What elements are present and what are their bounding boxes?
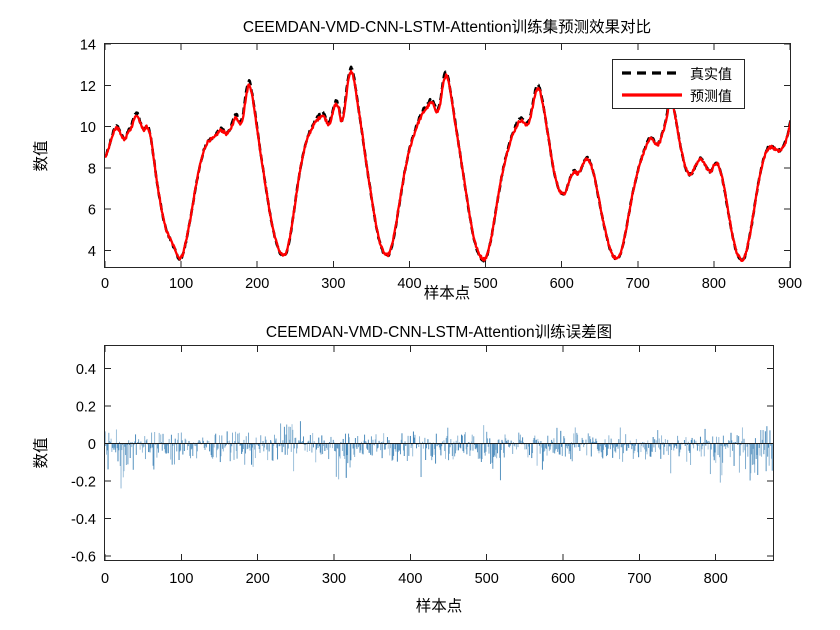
top-y-tick-label: 14 (80, 38, 96, 54)
top-x-tick-label: 400 (397, 276, 421, 292)
bottom-chart-title: CEEMDAN-VMD-CNN-LSTM-Attention训练误差图 (266, 323, 612, 341)
prediction-comparison-chart: CEEMDAN-VMD-CNN-LSTM-Attention训练集预测效果对比 … (32, 18, 802, 302)
training-error-chart: CEEMDAN-VMD-CNN-LSTM-Attention训练误差图 0.40… (32, 323, 774, 615)
top-x-tick-label: 500 (473, 276, 497, 292)
bottom-x-tick-label: 500 (475, 571, 499, 587)
top-x-tick-label: 300 (321, 276, 345, 292)
bottom-x-tick-label: 100 (169, 571, 193, 587)
bottom-x-tick-label: 200 (246, 571, 270, 587)
panel-training-error: CEEMDAN-VMD-CNN-LSTM-Attention训练误差图 0.4 0… (0, 310, 840, 630)
top-chart-legend[interactable]: 真实值 预测值 (612, 59, 745, 109)
bottom-y-tick-label: -0.6 (71, 550, 96, 566)
top-x-tick-label: 900 (778, 276, 802, 292)
top-y-tick-label: 10 (80, 120, 96, 136)
bottom-x-axis-ticks: 0 100 200 300 400 500 600 700 800 (101, 346, 728, 587)
bottom-axes-frame (104, 345, 774, 561)
legend-label-true-value: 真实值 (690, 66, 732, 82)
top-series-group (105, 65, 790, 263)
bottom-y-tick-label: 0.4 (76, 362, 96, 378)
bottom-x-tick-label: 400 (398, 571, 422, 587)
bottom-x-tick-label: 300 (322, 571, 346, 587)
top-x-axis-label: 样本点 (424, 284, 471, 302)
top-chart-title: CEEMDAN-VMD-CNN-LSTM-Attention训练集预测效果对比 (243, 18, 651, 36)
top-x-tick-label: 0 (101, 276, 109, 292)
series-predicted-value (105, 69, 790, 263)
top-x-axis-ticks: 0 100 200 300 400 500 600 700 800 900 (101, 44, 802, 292)
top-y-tick-label: 8 (88, 161, 96, 177)
bottom-x-tick-label: 700 (627, 571, 651, 587)
bottom-y-tick-label: -0.2 (71, 475, 96, 491)
legend-label-predicted-value: 预测值 (690, 88, 732, 104)
top-y-axis-label: 数值 (32, 140, 50, 171)
top-x-tick-label: 200 (245, 276, 269, 292)
top-y-tick-label: 6 (88, 203, 96, 219)
top-x-tick-label: 700 (626, 276, 650, 292)
top-x-tick-label: 600 (550, 276, 574, 292)
top-y-tick-label: 4 (88, 244, 96, 260)
panel-prediction-comparison: CEEMDAN-VMD-CNN-LSTM-Attention训练集预测效果对比 … (0, 0, 840, 310)
bottom-y-tick-label: -0.4 (71, 512, 96, 528)
bottom-y-axis-label: 数值 (32, 437, 50, 468)
top-y-axis-ticks: 4 6 8 10 12 14 (80, 38, 790, 260)
bottom-x-tick-label: 0 (101, 571, 109, 587)
top-y-tick-label: 12 (80, 79, 96, 95)
top-axes-frame (104, 43, 791, 268)
bottom-x-tick-label: 800 (704, 571, 728, 587)
bottom-y-tick-label: 0 (88, 437, 96, 453)
error-stem-group (105, 421, 773, 489)
bottom-x-tick-label: 600 (551, 571, 575, 587)
bottom-y-tick-label: 0.2 (76, 400, 96, 416)
bottom-y-axis-ticks: 0.4 0.2 0 -0.2 -0.4 -0.6 (71, 362, 773, 566)
top-x-tick-label: 100 (169, 276, 193, 292)
bottom-x-axis-label: 样本点 (416, 597, 463, 615)
top-x-tick-label: 800 (702, 276, 726, 292)
